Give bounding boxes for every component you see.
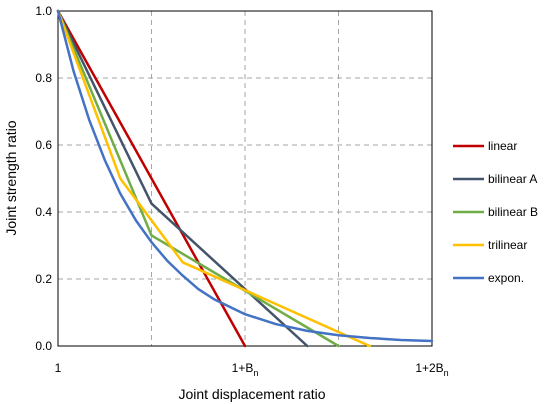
y-axis-title: Joint strength ratio [3,120,19,235]
y-tick-label: 0.6 [35,138,52,152]
series-line-1 [56,9,309,348]
legend-label: linear [488,139,517,153]
legend-item: trilinear [453,238,527,252]
legend-item: bilinear B [453,205,538,219]
legend: linear bilinear A bilinear B trilinear expon… [453,139,538,285]
legend-item: linear [453,139,517,153]
series-line-2 [56,9,340,348]
y-tick-label: 0.0 [35,339,52,353]
x-tick-label-main: 1+B [232,361,254,375]
series-lines [56,9,434,348]
legend-label: expon. [488,271,524,285]
x-tick-label: 1+2Bn [415,361,448,378]
series-line-4 [56,9,434,343]
y-tick-label: 0.4 [35,205,52,219]
y-tick-labels: 0.0 0.2 0.4 0.6 0.8 1.0 [35,4,52,353]
x-tick-label-subscript: n [444,368,449,378]
y-tick-label: 0.8 [35,71,52,85]
legend-item: expon. [453,271,524,285]
x-tick-label-subscript: n [253,368,258,378]
x-tick-label: 1 [55,361,62,375]
x-axis-title: Joint displacement ratio [178,386,325,402]
legend-label: bilinear B [488,205,538,219]
legend-label: bilinear A [488,172,537,186]
series-line-0 [56,9,247,348]
x-tick-label-main: 1+2B [415,361,443,375]
y-tick-label: 0.2 [35,272,52,286]
x-tick-label: 1+Bn [232,361,259,378]
legend-label: trilinear [488,238,527,252]
y-tick-label: 1.0 [35,4,52,18]
x-tick-labels: 1 1+Bn 1+2Bn [55,361,449,378]
legend-item: bilinear A [453,172,537,186]
x-tick-label-main: 1 [55,361,62,375]
series-line-3 [56,9,371,348]
